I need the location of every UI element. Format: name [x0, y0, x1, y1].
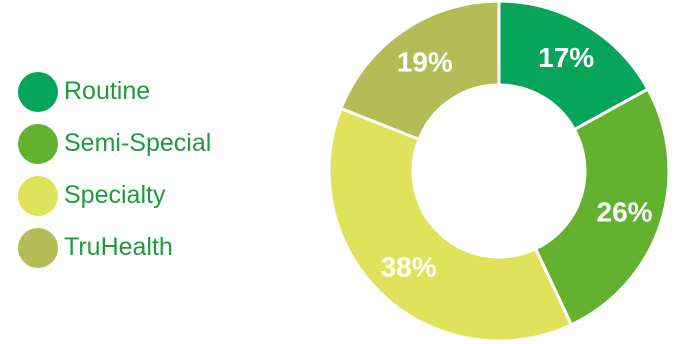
legend-item-truhealth: TruHealth — [18, 228, 278, 280]
legend-item-specialty: Specialty — [18, 176, 278, 228]
slice-label-routine: 17% — [538, 42, 594, 73]
slice-truhealth — [338, 0, 501, 142]
slice-label-truhealth: 19% — [397, 46, 453, 77]
legend-label-truhealth: TruHealth — [64, 233, 173, 261]
slice-label-semi-special: 26% — [597, 196, 653, 227]
legend-label-routine: Routine — [64, 77, 151, 105]
legend-label-semi-special: Semi-Special — [64, 129, 212, 157]
donut-value-labels: 17% 26% 38% 19% — [381, 42, 653, 283]
legend-swatch-routine — [18, 72, 58, 112]
chart-legend: Routine Semi-Special Specialty TruHealth — [18, 72, 278, 280]
legend-item-routine: Routine — [18, 72, 278, 124]
legend-swatch-semi-special — [18, 124, 58, 164]
legend-label-specialty: Specialty — [64, 181, 166, 209]
slice-routine — [497, 0, 651, 132]
slice-specialty — [327, 106, 574, 343]
slice-label-specialty: 38% — [381, 252, 437, 283]
legend-swatch-truhealth — [18, 228, 58, 268]
legend-swatch-specialty — [18, 176, 58, 216]
donut-slices — [327, 0, 671, 343]
slice-semi-special — [533, 87, 671, 327]
legend-item-semi-special: Semi-Special — [18, 124, 278, 176]
